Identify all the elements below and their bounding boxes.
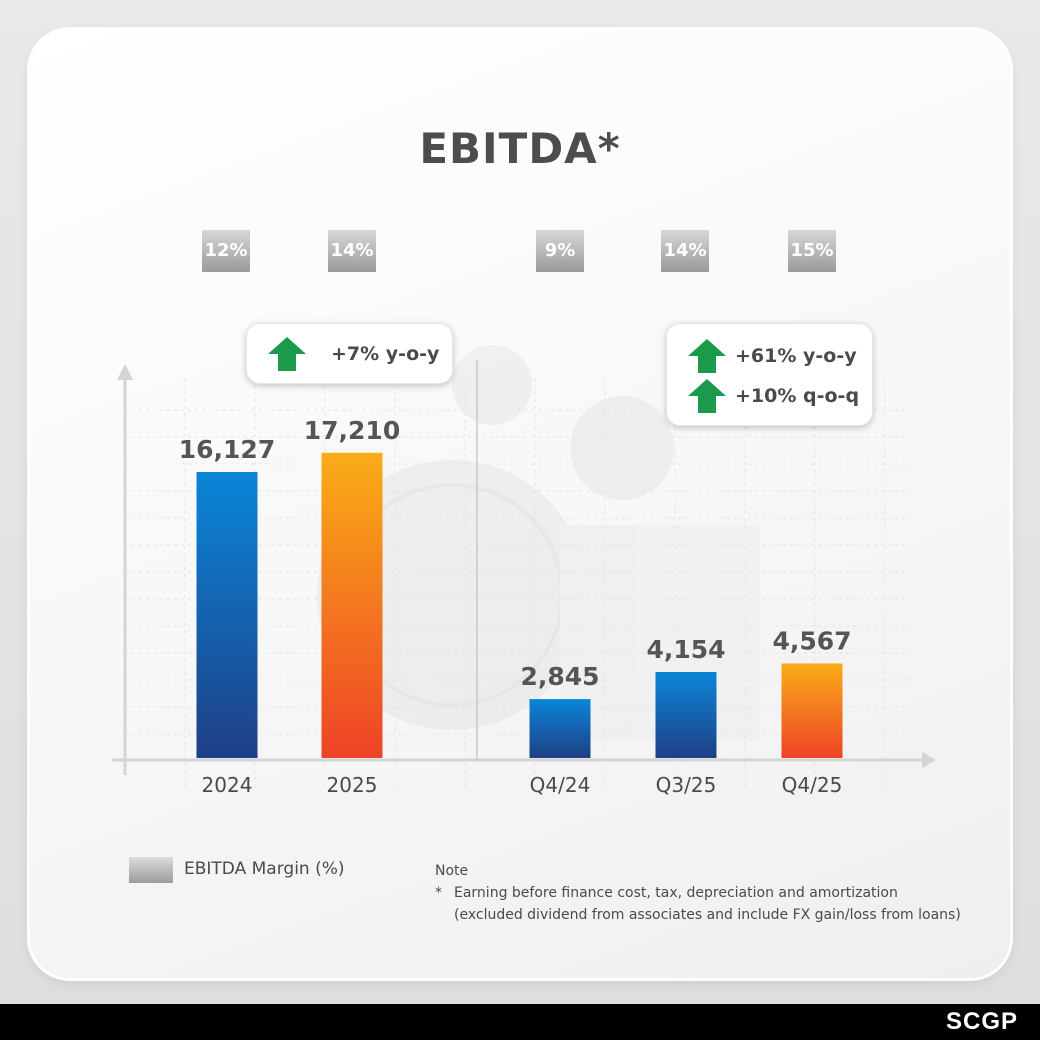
note-title: Note <box>435 863 469 879</box>
growth-callout-quarterly: +61% y-o-y +10% q-o-q <box>666 323 873 426</box>
bar-2024 <box>196 472 258 758</box>
margin-badge-q3-25: 14% <box>661 230 709 272</box>
growth-quarterly-yoy: +61% y-o-y <box>735 345 857 367</box>
data-label: 17,210 <box>304 416 400 445</box>
y-axis-arrow-icon <box>117 364 133 380</box>
chart-title: EBITDA* <box>419 124 621 173</box>
x-tick-label: 2025 <box>327 773 378 797</box>
legend-label: EBITDA Margin (%) <box>184 859 345 879</box>
data-label: 2,845 <box>520 662 599 691</box>
x-tick-label: Q3/25 <box>656 773 717 797</box>
x-axis-arrow-icon <box>922 752 936 768</box>
up-arrow-icon <box>688 379 726 413</box>
note-asterisk: * <box>435 885 442 901</box>
bars-layer: 16,127 2024 17,210 2025 2,845 Q4/24 4,154 Q3/25… <box>179 416 852 797</box>
bar-q4-24 <box>529 699 591 758</box>
growth-callout-annual: +7% y-o-y <box>246 323 453 384</box>
data-label: 4,567 <box>772 626 851 655</box>
data-label: 16,127 <box>179 435 275 464</box>
brand-logo: SCGP <box>945 1008 1018 1035</box>
note-line-1: Earning before finance cost, tax, deprec… <box>454 885 898 901</box>
margin-badge-q4-25: 15% <box>788 230 836 272</box>
coin-watermark-large <box>317 460 587 730</box>
x-tick-label: Q4/25 <box>782 773 843 797</box>
margin-badge-2025: 14% <box>328 230 376 272</box>
margin-badge-q4-24: 9% <box>536 230 584 272</box>
bar-2025 <box>321 452 383 758</box>
up-arrow-icon <box>688 339 726 373</box>
up-arrow-icon <box>268 337 306 371</box>
growth-annual-yoy: +7% y-o-y <box>331 343 440 365</box>
legend-swatch-margin <box>129 857 173 883</box>
footer-bar: SCGP <box>0 1004 1040 1040</box>
bar-q4-25 <box>781 663 843 758</box>
growth-quarterly-qoq: +10% q-o-q <box>735 385 860 407</box>
note-line-2: (excluded dividend from associates and i… <box>454 907 961 923</box>
margin-badge-2024: 12% <box>202 230 250 272</box>
bar-q3-25 <box>655 672 717 758</box>
coin-watermark-small-a <box>452 345 532 425</box>
data-label: 4,154 <box>646 635 725 664</box>
x-tick-label: Q4/24 <box>530 773 591 797</box>
coin-watermark-small-b <box>570 396 674 500</box>
x-tick-label: 2024 <box>202 773 253 797</box>
